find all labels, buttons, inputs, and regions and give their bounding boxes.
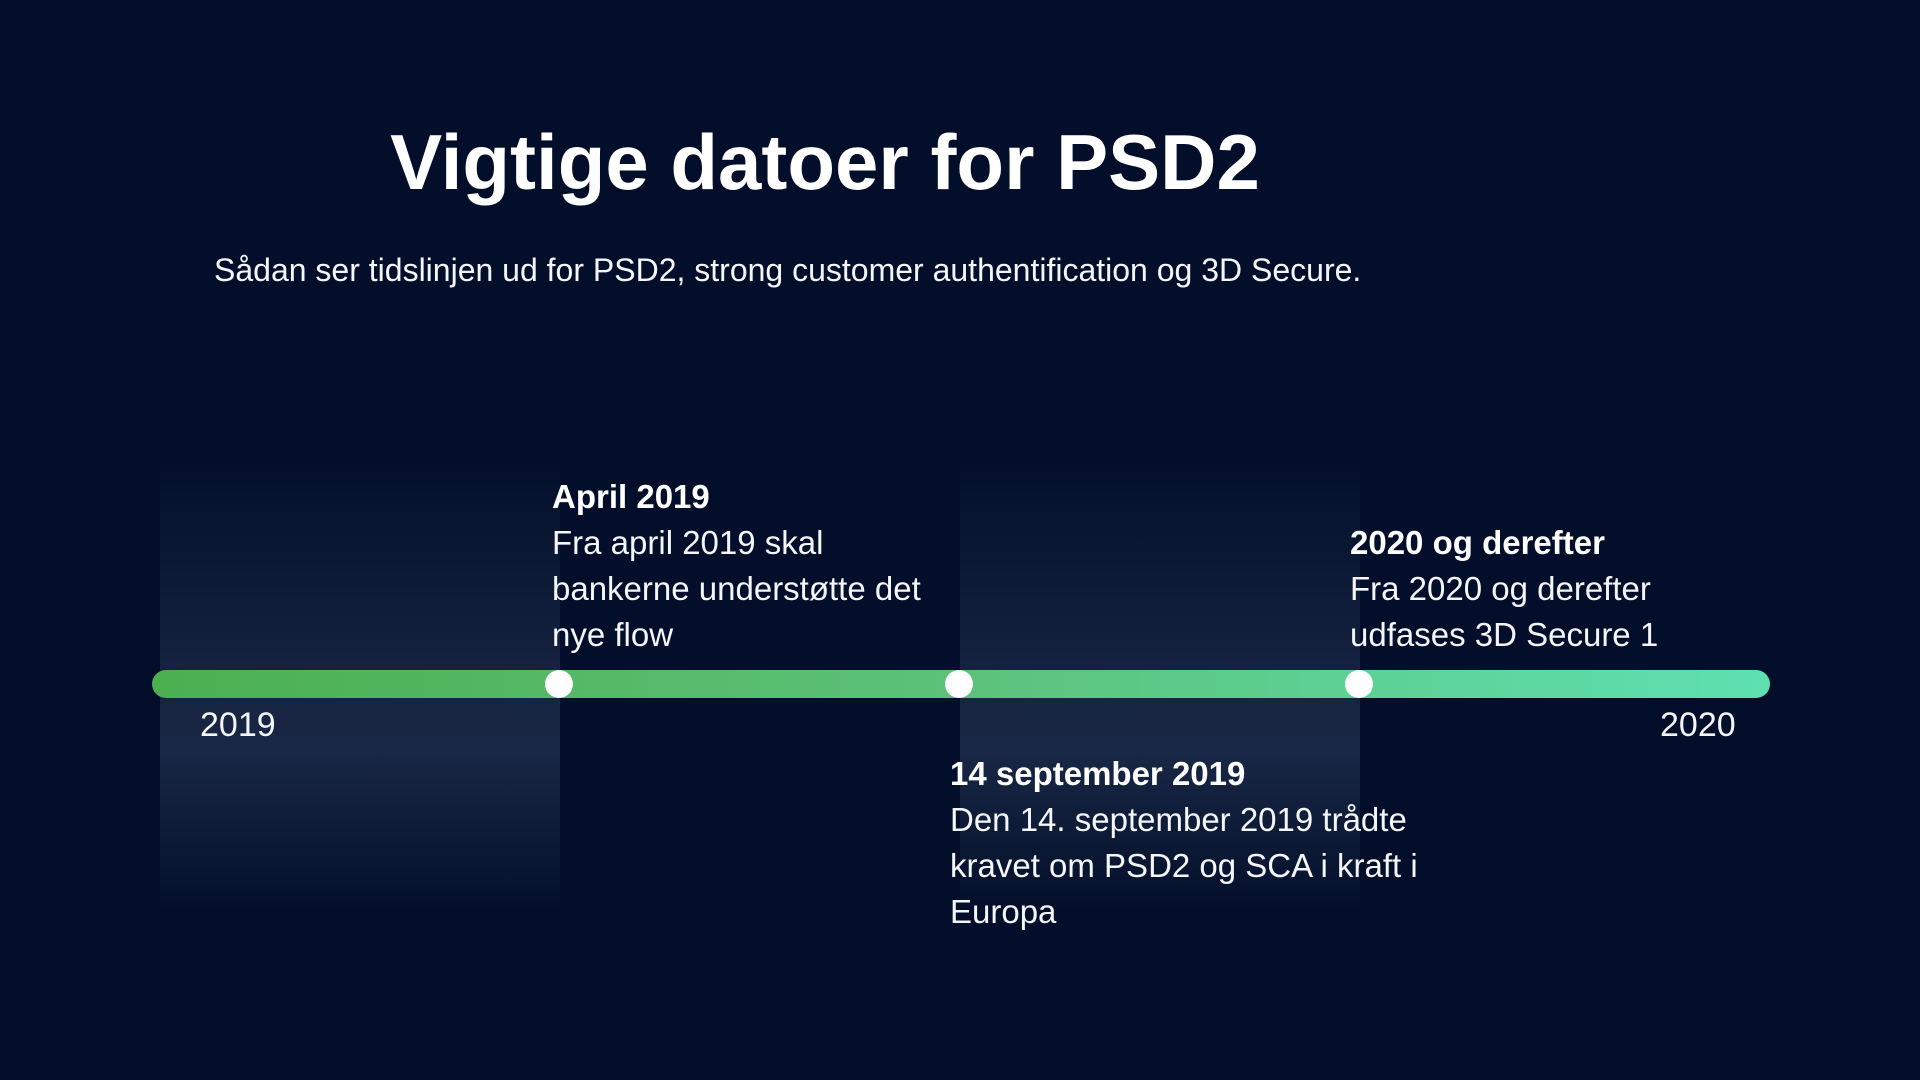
event-title: 2020 og derefter xyxy=(1350,524,1605,561)
timeline-marker xyxy=(545,670,573,698)
timeline-event: April 2019 Fra april 2019 skal bankerne … xyxy=(552,474,932,658)
timeline-event: 14 september 2019 Den 14. september 2019… xyxy=(950,751,1470,935)
event-title: 14 september 2019 xyxy=(950,755,1246,792)
timeline-end-label: 2020 xyxy=(1660,706,1736,744)
timeline-marker xyxy=(1345,670,1373,698)
page-title: Vigtige datoer for PSD2 xyxy=(390,118,1260,206)
timeline-event: 2020 og derefter Fra 2020 og derefter ud… xyxy=(1350,520,1750,658)
event-description: Fra 2020 og derefter udfases 3D Secure 1 xyxy=(1350,570,1659,653)
timeline-marker xyxy=(945,670,973,698)
event-title: April 2019 xyxy=(552,478,710,515)
event-description: Fra april 2019 skal bankerne understøtte… xyxy=(552,524,921,653)
page-subtitle: Sådan ser tidslinjen ud for PSD2, strong… xyxy=(214,252,1362,288)
event-description: Den 14. september 2019 trådte kravet om … xyxy=(950,801,1418,930)
timeline-start-label: 2019 xyxy=(200,706,276,744)
